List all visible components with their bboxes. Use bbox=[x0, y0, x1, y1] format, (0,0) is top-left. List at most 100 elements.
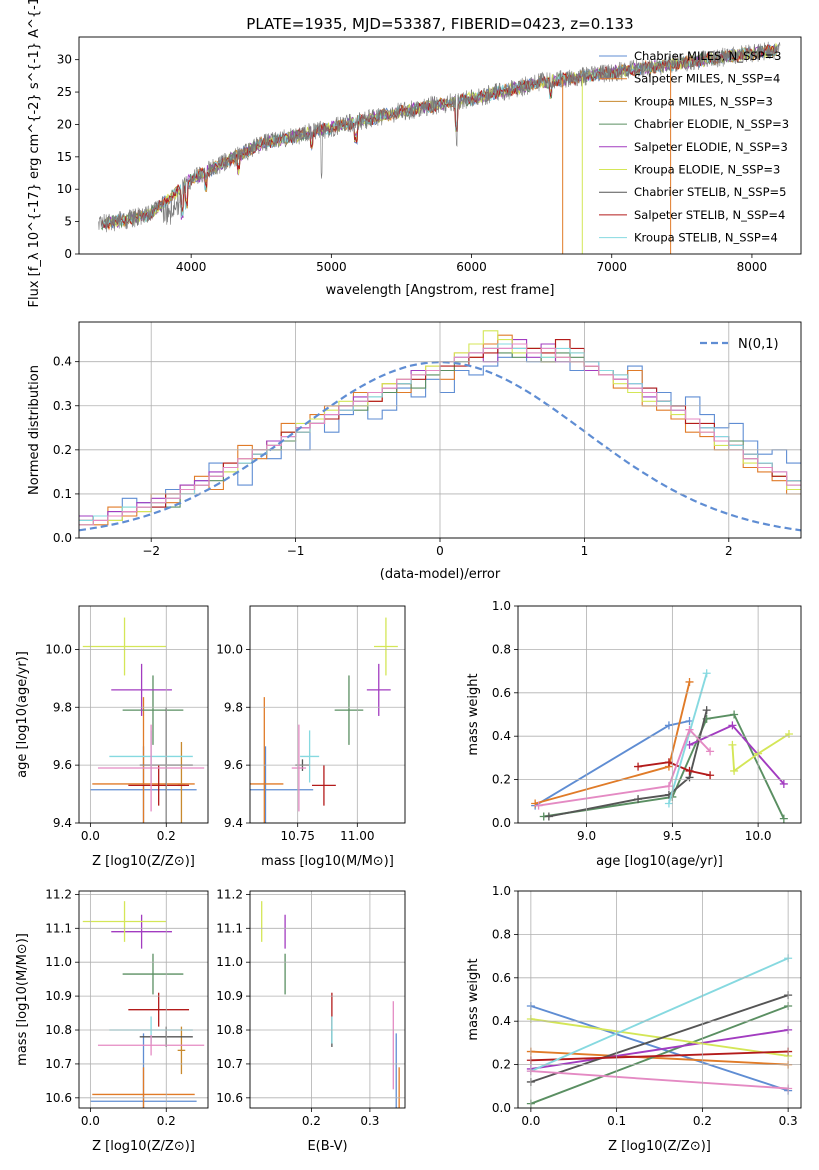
weight-marker bbox=[702, 706, 711, 715]
legend-label: Kroupa ELODIE, N_SSP=3 bbox=[634, 163, 780, 177]
x-axis-label: Z [log10(Z/Z⊙)] bbox=[92, 1139, 195, 1154]
plot-area bbox=[82, 901, 205, 1108]
weight-line bbox=[530, 1005, 789, 1092]
legend-label: Chabrier ELODIE, N_SSP=3 bbox=[634, 117, 789, 131]
plot-area bbox=[250, 617, 398, 823]
x-tick-label: 0.0 bbox=[81, 829, 100, 843]
axes-4: 9.0 9.5 10.0 0.0 0.2 0.4 0.6 0.8 1.0 age [log10(a… bbox=[466, 599, 802, 869]
x-tick-label: 0.2 bbox=[157, 829, 176, 843]
y-tick-label: 9.6 bbox=[53, 758, 72, 772]
y-tick-label: 5 bbox=[64, 215, 72, 229]
x-tick-label: 7000 bbox=[596, 260, 627, 274]
axes-frame bbox=[249, 605, 406, 824]
axes-frame bbox=[249, 890, 406, 1109]
weight-marker bbox=[685, 677, 694, 686]
legend-label: Kroupa STELIB, N_SSP=4 bbox=[634, 231, 778, 245]
weight-marker bbox=[544, 812, 553, 821]
weight-line bbox=[538, 727, 711, 807]
plot-area bbox=[531, 669, 793, 823]
y-axis-label: age [log10(age/yr)] bbox=[15, 651, 30, 778]
x-tick-label: 0.3 bbox=[360, 1114, 379, 1128]
x-tick-label: 10.0 bbox=[745, 829, 772, 843]
weight-line bbox=[530, 1028, 789, 1070]
weight-marker bbox=[784, 730, 793, 739]
axes-frame bbox=[78, 605, 209, 824]
axes-6: 0.2 0.3 10.6 10.7 10.8 10.9 11.0 11.1 11.2 E(B-V) bbox=[216, 887, 406, 1154]
y-tick-label: 0.1 bbox=[53, 487, 72, 501]
weight-marker bbox=[664, 758, 673, 767]
y-tick-label: 11.2 bbox=[216, 887, 243, 901]
y-tick-label: 11.0 bbox=[45, 955, 72, 969]
y-tick-label: 0.3 bbox=[53, 399, 72, 413]
x-tick-label: 2 bbox=[725, 544, 733, 558]
y-axis-label: Flux [f_λ 10^{-17} erg cm^{-2} s^{-1} A^… bbox=[27, 0, 42, 307]
x-tick-label: 0 bbox=[436, 544, 444, 558]
legend-label: Chabrier STELIB, N_SSP=5 bbox=[634, 185, 786, 199]
y-tick-label: 0.0 bbox=[53, 531, 72, 545]
y-tick-label: 25 bbox=[57, 85, 72, 99]
weight-marker bbox=[634, 762, 643, 771]
y-tick-label: 0.0 bbox=[492, 1101, 511, 1115]
legend-label: Kroupa MILES, N_SSP=3 bbox=[634, 94, 773, 108]
chart-title: PLATE=1935, MJD=53387, FIBERID=0423, z=0… bbox=[246, 15, 633, 33]
y-tick-label: 0.8 bbox=[492, 642, 511, 656]
weight-line bbox=[530, 957, 789, 1072]
plot-area bbox=[82, 617, 205, 823]
x-tick-label: 0.3 bbox=[779, 1114, 798, 1128]
axes-1: −2 −1 0 1 2 0.0 0.1 0.2 0.3 0.4 (data-model)/error… bbox=[27, 321, 802, 582]
x-tick-label: 0.0 bbox=[521, 1114, 540, 1128]
x-axis-label: E(B-V) bbox=[307, 1139, 347, 1154]
weight-line bbox=[731, 733, 790, 773]
y-tick-label: 0 bbox=[64, 247, 72, 261]
axes-7: 0.0 0.1 0.2 0.3 0.0 0.2 0.4 0.6 0.8 1.0 Z [log10(Z… bbox=[466, 884, 802, 1154]
x-axis-label: Z [log10(Z/Z⊙)] bbox=[608, 1139, 711, 1154]
weight-marker bbox=[730, 766, 739, 775]
axes-0: 4000 5000 6000 7000 8000 0 5 10 15 20 25 30 PLATE=19… bbox=[27, 0, 802, 307]
x-axis-label: (data-model)/error bbox=[380, 567, 501, 582]
axes-3: 10.75 11.00 9.4 9.6 9.8 10.0 mass [log10(M/M⊙)… bbox=[216, 605, 406, 869]
y-tick-label: 0.2 bbox=[492, 1058, 511, 1072]
y-tick-label: 0.4 bbox=[492, 729, 511, 743]
axes-frame bbox=[78, 36, 802, 255]
weight-line bbox=[689, 724, 785, 785]
weight-marker bbox=[728, 740, 737, 749]
weight-line bbox=[530, 1050, 789, 1066]
legend-label: Salpeter MILES, N_SSP=4 bbox=[634, 72, 780, 86]
y-tick-label: 10.6 bbox=[216, 1091, 243, 1105]
weight-line bbox=[530, 1018, 789, 1057]
weight-marker bbox=[779, 814, 788, 823]
y-axis-label: Normed distribution bbox=[27, 365, 42, 495]
y-tick-label: 15 bbox=[57, 150, 72, 164]
weight-line bbox=[530, 1050, 789, 1062]
y-tick-label: 1.0 bbox=[492, 884, 511, 898]
x-tick-label: −1 bbox=[287, 544, 305, 558]
y-tick-label: 0.8 bbox=[492, 927, 511, 941]
y-tick-label: 11.0 bbox=[216, 955, 243, 969]
x-tick-label: 10.75 bbox=[281, 829, 315, 843]
y-tick-label: 10.7 bbox=[216, 1057, 243, 1071]
weight-marker bbox=[728, 721, 737, 730]
x-tick-label: −2 bbox=[142, 544, 160, 558]
plot-area bbox=[261, 901, 400, 1108]
weight-marker bbox=[730, 710, 739, 719]
y-tick-label: 0.4 bbox=[492, 1014, 511, 1028]
weight-line bbox=[543, 713, 785, 820]
y-tick-label: 0.6 bbox=[492, 686, 511, 700]
axes-frame bbox=[78, 890, 209, 1109]
weight-marker bbox=[779, 779, 788, 788]
axes-frame bbox=[78, 321, 802, 539]
y-tick-label: 10.6 bbox=[45, 1091, 72, 1105]
y-tick-label: 0.2 bbox=[492, 773, 511, 787]
weight-line bbox=[530, 994, 789, 1083]
x-tick-label: 5000 bbox=[316, 260, 347, 274]
x-tick-label: 0.2 bbox=[693, 1114, 712, 1128]
weight-marker bbox=[685, 766, 694, 775]
y-tick-label: 9.8 bbox=[53, 700, 72, 714]
axes-5: 0.0 0.2 10.6 10.7 10.8 10.9 11.0 11.1 11.2 Z [log… bbox=[15, 887, 209, 1154]
y-tick-label: 10 bbox=[57, 182, 72, 196]
plot-area bbox=[98, 41, 781, 254]
x-axis-label: age [log10(age/yr)] bbox=[596, 854, 723, 869]
legend-label: Salpeter STELIB, N_SSP=4 bbox=[634, 208, 785, 222]
legend-label: N(0,1) bbox=[738, 337, 779, 352]
y-tick-label: 11.2 bbox=[45, 887, 72, 901]
